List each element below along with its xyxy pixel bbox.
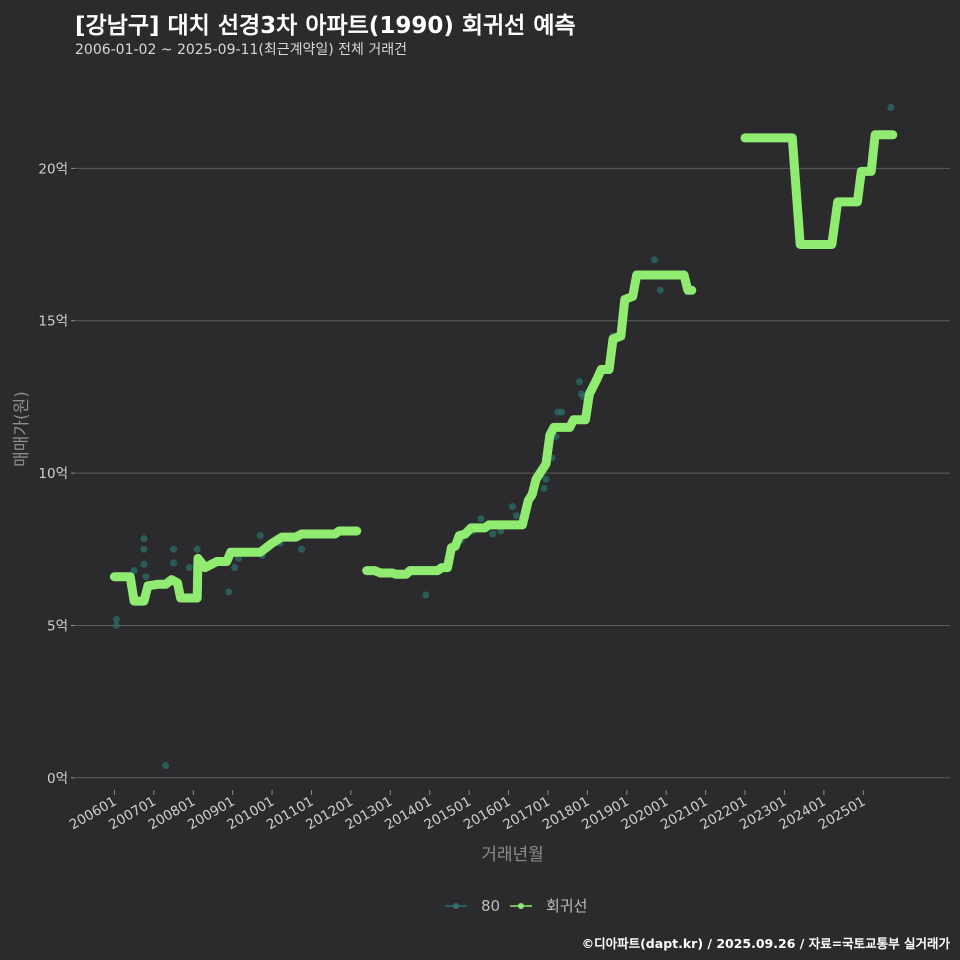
scatter-point-39 <box>576 378 584 386</box>
scatter-point-33 <box>540 484 548 492</box>
legend-marker-1 <box>518 903 524 909</box>
gridlines <box>75 167 950 779</box>
scatter-point-2 <box>130 567 138 575</box>
scatter-series <box>112 103 895 770</box>
y-tick-label: 5억 <box>47 618 68 634</box>
chart-subtitle: 2006-01-02 ~ 2025-09-11(최근계약일) 전체 거래건 <box>75 42 407 58</box>
regression-line-segment-2 <box>740 130 898 249</box>
scatter-point-38 <box>558 408 566 416</box>
scatter-point-17 <box>231 564 239 572</box>
y-tick-label: 10억 <box>38 466 68 482</box>
scatter-point-12 <box>185 564 193 572</box>
scatter-point-0 <box>112 615 120 623</box>
scatter-point-43 <box>650 256 658 264</box>
scatter-point-13 <box>193 545 201 553</box>
scatter-point-31 <box>509 503 516 511</box>
scatter-point-32 <box>512 512 520 520</box>
y-tick-label: 0억 <box>47 771 68 787</box>
scatter-point-10 <box>170 559 178 567</box>
legend-marker-0 <box>453 903 459 909</box>
scatter-point-1 <box>112 621 120 629</box>
scatter-point-4 <box>140 545 148 553</box>
y-axis-ticks: 0억 5억 10억 15억 20억 <box>38 161 75 787</box>
y-tick-label: 20억 <box>38 161 68 177</box>
regression-line-series <box>109 130 898 606</box>
scatter-point-9 <box>170 545 178 553</box>
scatter-point-16 <box>225 588 233 596</box>
y-tick-label: 15억 <box>38 314 68 330</box>
scatter-point-24 <box>422 591 430 599</box>
scatter-point-8 <box>162 762 170 770</box>
scatter-point-3 <box>140 535 148 543</box>
x-axis-title: 거래년월 <box>481 845 544 865</box>
y-axis-title: 매매가(원) <box>12 391 32 467</box>
scatter-point-45 <box>887 103 895 111</box>
regression-line-segment-0 <box>109 526 362 606</box>
regression-line-segment-1 <box>362 270 697 579</box>
scatter-point-23 <box>298 545 306 553</box>
scatter-point-5 <box>140 561 148 569</box>
scatter-point-6 <box>142 573 150 581</box>
scatter-point-28 <box>489 530 497 538</box>
scatter-point-19 <box>256 532 264 540</box>
footer-credit: ©디아파트(dapt.kr) / 2025.09.26 / 자료=국토교통부 실… <box>581 936 950 951</box>
x-axis-ticks: 2006012007012008012009012010012011012012… <box>67 790 868 833</box>
legend: 80 회귀선 <box>445 897 587 915</box>
scatter-point-27 <box>477 515 485 523</box>
chart-title: [강남구] 대치 선경3차 아파트(1990) 회귀선 예측 <box>75 13 576 39</box>
legend-label: 80 <box>481 897 500 915</box>
legend-label: 회귀선 <box>546 897 587 915</box>
scatter-point-34 <box>542 475 550 483</box>
scatter-point-44 <box>656 286 664 294</box>
